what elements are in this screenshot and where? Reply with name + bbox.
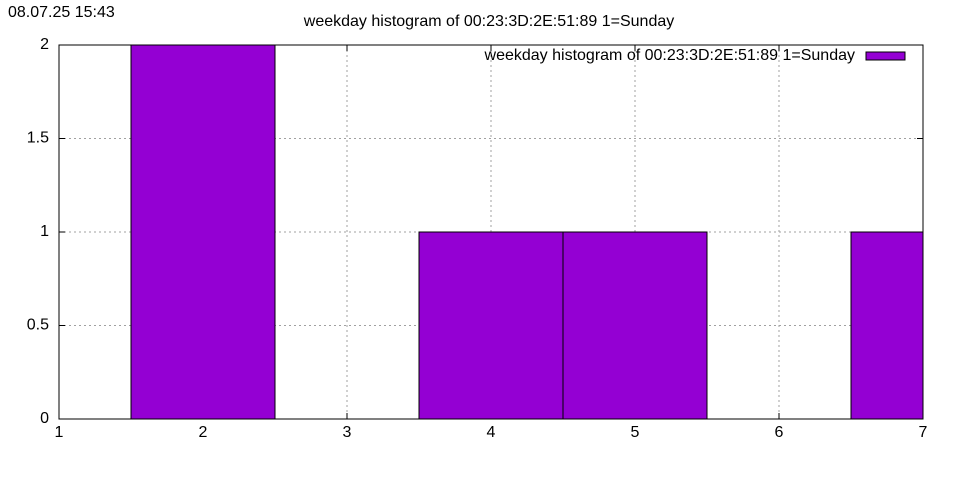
bars <box>130 45 923 419</box>
x-tick-label: 5 <box>631 424 640 441</box>
x-tick-label: 4 <box>487 424 496 441</box>
legend-label: weekday histogram of 00:23:3D:2E:51:89 1… <box>484 47 855 64</box>
x-tick-label: 1 <box>55 424 64 441</box>
x-tick-label: 7 <box>919 424 928 441</box>
x-tick-label: 3 <box>343 424 352 441</box>
bar <box>562 231 708 419</box>
x-tick-label: 2 <box>199 424 208 441</box>
y-tick-label: 0 <box>40 410 49 427</box>
y-tick-label: 0.5 <box>27 317 49 334</box>
timestamp: 08.07.25 15:43 <box>8 4 115 21</box>
y-tick-label: 1 <box>40 223 49 240</box>
bar <box>850 231 923 419</box>
bar <box>130 45 276 419</box>
plot-border <box>58 44 924 420</box>
chart-title: weekday histogram of 00:23:3D:2E:51:89 1… <box>303 13 674 30</box>
legend-swatch <box>865 51 906 61</box>
y-tick-label: 1.5 <box>27 130 49 147</box>
y-tick-label: 2 <box>40 36 49 53</box>
x-tick-label: 6 <box>775 424 784 441</box>
bar <box>418 231 564 419</box>
